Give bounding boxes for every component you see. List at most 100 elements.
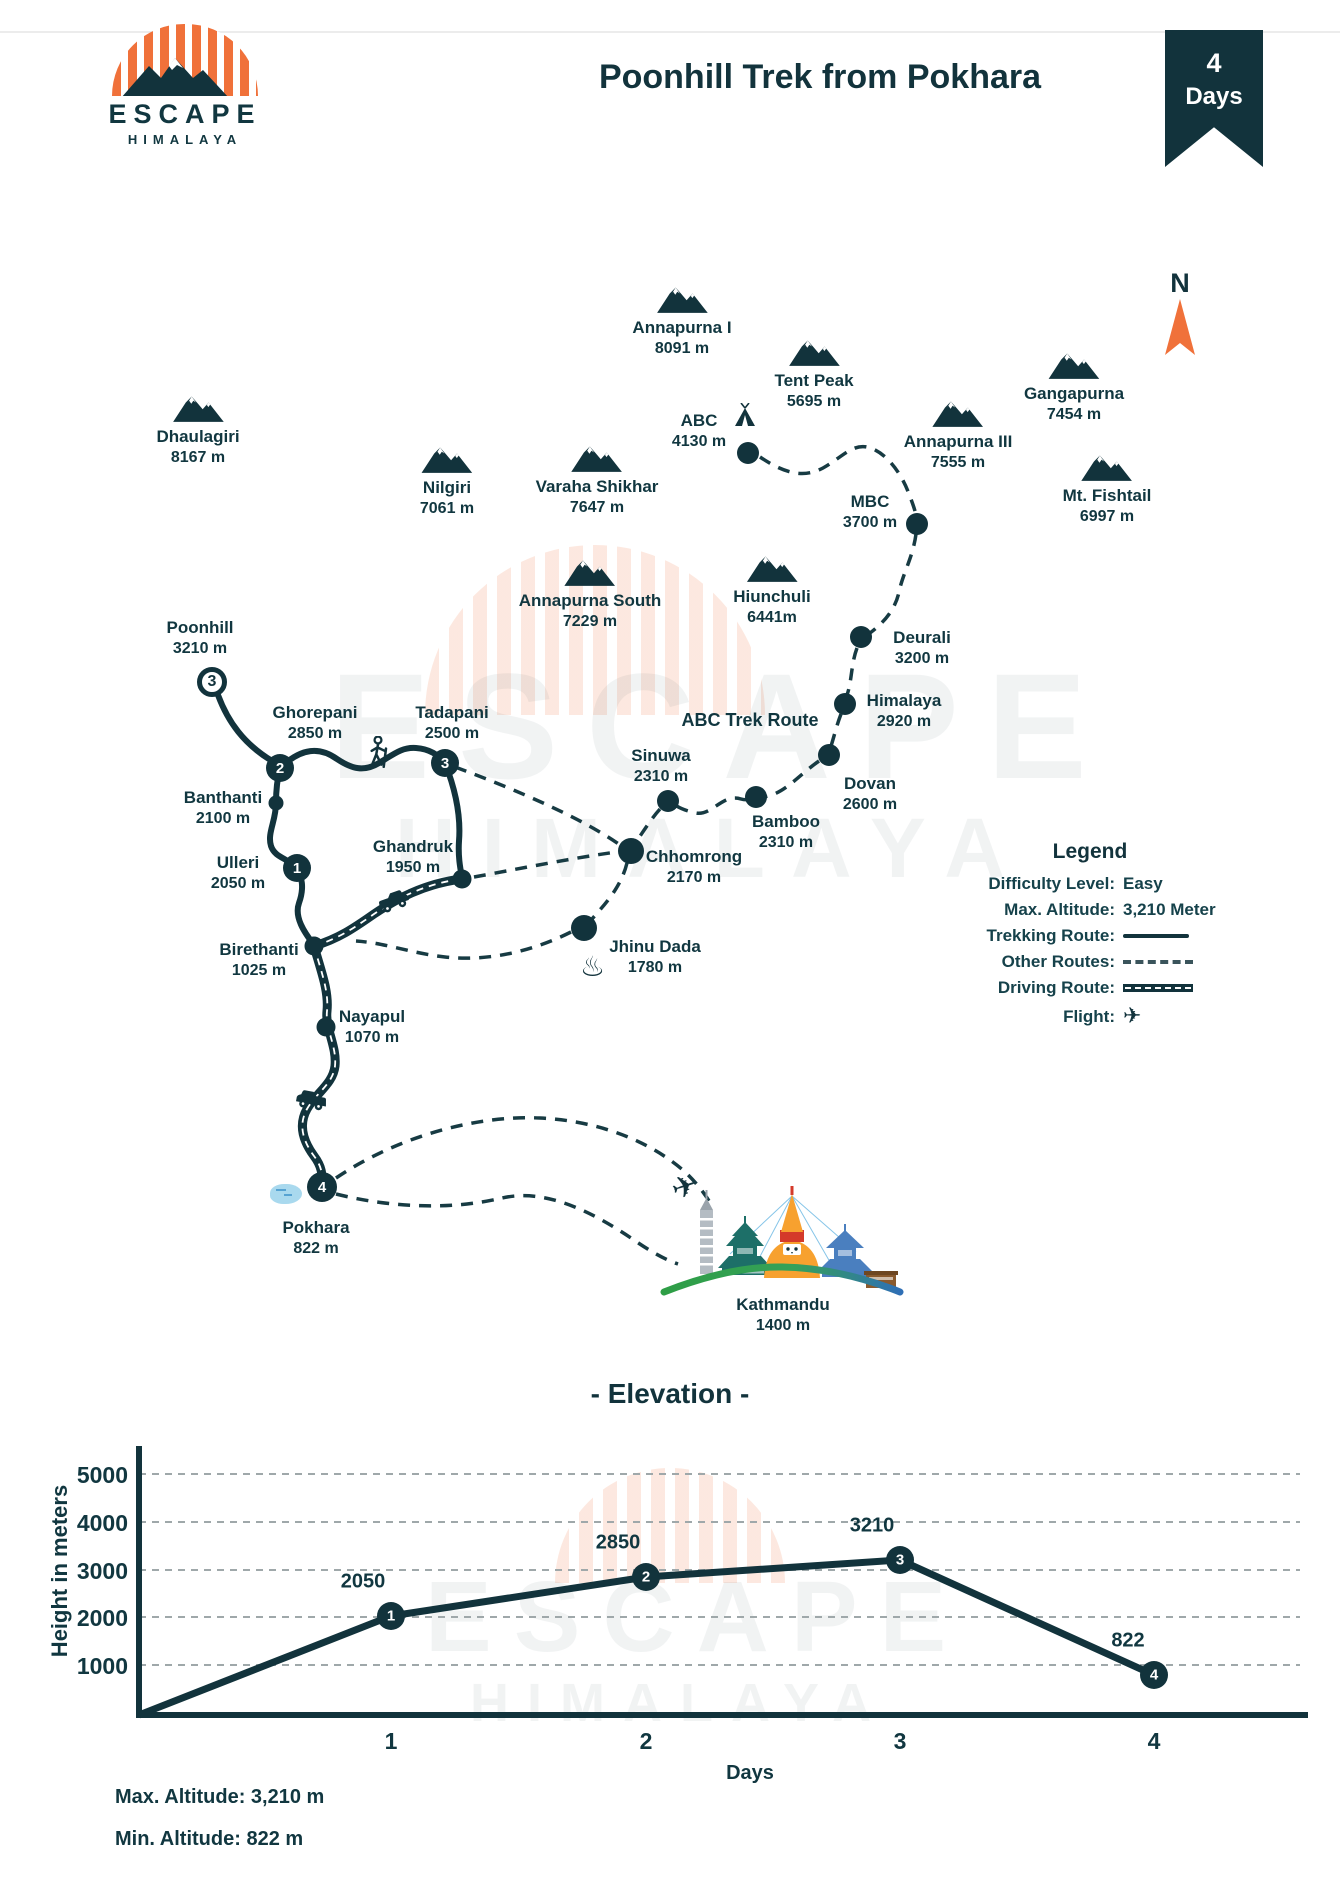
stop-elevation: 1025 m xyxy=(231,962,287,979)
kathmandu-skyline-illustration xyxy=(660,1186,904,1296)
pokhara-lake-icon xyxy=(270,1184,302,1204)
legend-label: Other Routes: xyxy=(1001,952,1115,971)
stop-name: Nayapul xyxy=(338,1007,406,1026)
legend-plane-icon: ✈ xyxy=(1123,1004,1142,1029)
stop-name: ABC xyxy=(680,411,718,430)
mountain-peak: Hiunchuli 6441m xyxy=(733,551,811,628)
logo-wordmark: ESCAPE xyxy=(108,99,262,129)
north-letter: N xyxy=(1170,268,1190,298)
stop-elevation: 2500 m xyxy=(424,725,480,742)
point-value-label: 822 xyxy=(1111,1629,1145,1652)
legend-row-max-altitude: Max. Altitude: 3,210 Meter xyxy=(930,900,1250,920)
map-watermark-text: ESCAPE xyxy=(330,642,1115,810)
legend-label: Driving Route: xyxy=(997,978,1115,997)
stop-elevation: 2170 m xyxy=(666,869,722,886)
stop-elevation: 1400 m xyxy=(755,1317,811,1334)
map-watermark-text2: HIMALAYA xyxy=(395,801,1031,895)
stop-name: MBC xyxy=(850,492,890,511)
y-tick-label: 5000 xyxy=(76,1462,128,1488)
hot-spring-icon: ♨ xyxy=(580,950,606,983)
legend-dashed-line-sample xyxy=(1123,960,1193,964)
route-node xyxy=(906,513,928,535)
stop-label: Banthanti 2100 m xyxy=(184,787,262,829)
peak-elevation: 8091 m xyxy=(654,340,710,357)
prayer-flag-lines xyxy=(729,1195,857,1265)
stop-elevation: 2920 m xyxy=(876,713,932,730)
mountain-peak: Mt. Fishtail 6997 m xyxy=(1063,450,1151,527)
stop-name: Tadapani xyxy=(415,703,489,722)
peak-name: Nilgiri xyxy=(422,478,472,497)
stop-elevation: 1780 m xyxy=(627,959,683,976)
peak-elevation: 7454 m xyxy=(1046,406,1102,423)
stop-label: MBC 3700 m xyxy=(843,491,897,533)
stop-label: Dovan 2600 m xyxy=(843,773,897,815)
legend-row-flight: Flight: ✈ xyxy=(930,1004,1250,1029)
stop-name: Bamboo xyxy=(752,812,820,831)
escape-himalaya-logo: ESCAPE HIMALAYA xyxy=(85,24,285,147)
route-node xyxy=(571,915,597,941)
mountain-peak: Tent Peak 5695 m xyxy=(774,335,854,412)
stop-name: Sinuwa xyxy=(631,746,691,765)
badge-days-count: 4 xyxy=(1206,48,1222,78)
legend-label: Flight: xyxy=(1063,1006,1115,1026)
peak-name: Tent Peak xyxy=(774,371,854,390)
route-node: 4 xyxy=(307,1172,337,1202)
stop-label: ABC Trek Route xyxy=(681,710,818,731)
peak-elevation: 5695 m xyxy=(786,393,842,410)
peak-name: Annapurna South xyxy=(518,591,662,610)
peak-name: Dhaulagiri xyxy=(156,427,240,446)
point-value-label: 2850 xyxy=(595,1531,641,1554)
stop-elevation: 4130 m xyxy=(671,433,727,450)
legend-row-driving-route: Driving Route: xyxy=(930,978,1250,998)
legend-label: Difficulty Level: xyxy=(988,874,1115,893)
stop-name: Ulleri xyxy=(216,853,260,872)
chart-point-markers xyxy=(377,1546,1168,1689)
stop-name: Himalaya xyxy=(866,691,942,710)
stop-label: Nayapul 1070 m xyxy=(339,1006,405,1048)
mountain-peak: Dhaulagiri 8167 m xyxy=(156,391,240,468)
stop-name: Pokhara xyxy=(282,1218,350,1237)
peak-elevation: 8167 m xyxy=(170,449,226,466)
route-node xyxy=(316,1017,336,1037)
stop-name: Banthanti xyxy=(183,788,263,807)
peak-name: Hiunchuli xyxy=(733,587,811,606)
route-node xyxy=(818,744,840,766)
legend-label: Trekking Route: xyxy=(986,926,1115,945)
stop-label: Poonhill 3210 m xyxy=(166,617,233,659)
route-node xyxy=(304,936,324,956)
stop-name: Dovan xyxy=(844,774,896,793)
route-node xyxy=(657,790,679,812)
other-routes-path xyxy=(335,444,919,1266)
elevation-section-title: - Elevation - xyxy=(590,1378,750,1409)
point-day-number: 3 xyxy=(895,1551,905,1569)
stop-label: Kathmandu 1400 m xyxy=(736,1294,830,1336)
mountain-icon xyxy=(745,551,799,584)
stop-label: Jhinu Dada 1780 m xyxy=(609,936,701,978)
mountain-icon xyxy=(787,335,841,368)
route-node-number: 3 xyxy=(440,754,450,772)
mountain-icon xyxy=(171,391,225,424)
route-node xyxy=(850,626,872,648)
legend-value: 3,210 Meter xyxy=(1123,900,1216,919)
peak-name: Annapurna I xyxy=(632,318,732,337)
route-node xyxy=(618,838,644,864)
base-camp-tent-icon xyxy=(735,403,755,426)
chart-watermark-text2: HIMALAYA xyxy=(470,1673,890,1733)
route-node: 2 xyxy=(266,754,294,782)
stop-label: Ghorepani 2850 m xyxy=(272,702,357,744)
stop-name: Chhomrong xyxy=(645,847,743,866)
stop-elevation: 3210 m xyxy=(172,640,228,657)
stop-elevation: 2050 m xyxy=(210,875,266,892)
stop-name: Ghorepani xyxy=(272,703,358,722)
route-node-number: 1 xyxy=(292,859,302,877)
peak-elevation: 6997 m xyxy=(1079,508,1135,525)
mountain-peak: Gangapurna 7454 m xyxy=(1024,348,1124,425)
elevation-chart xyxy=(136,1446,1308,1719)
stop-label: ABC 4130 m xyxy=(672,410,726,452)
mountain-icon xyxy=(655,282,709,315)
stop-elevation: 2310 m xyxy=(633,768,689,785)
x-tick-label: 4 xyxy=(1147,1728,1161,1754)
legend-row-other-routes: Other Routes: xyxy=(930,952,1250,972)
mountain-icon xyxy=(1080,450,1134,483)
